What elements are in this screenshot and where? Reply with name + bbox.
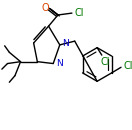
Text: Cl: Cl bbox=[101, 57, 110, 67]
Text: O: O bbox=[42, 3, 50, 13]
Text: N: N bbox=[56, 59, 63, 68]
Text: Cl: Cl bbox=[124, 61, 132, 71]
Text: N: N bbox=[62, 39, 68, 48]
Text: Cl: Cl bbox=[75, 8, 84, 18]
